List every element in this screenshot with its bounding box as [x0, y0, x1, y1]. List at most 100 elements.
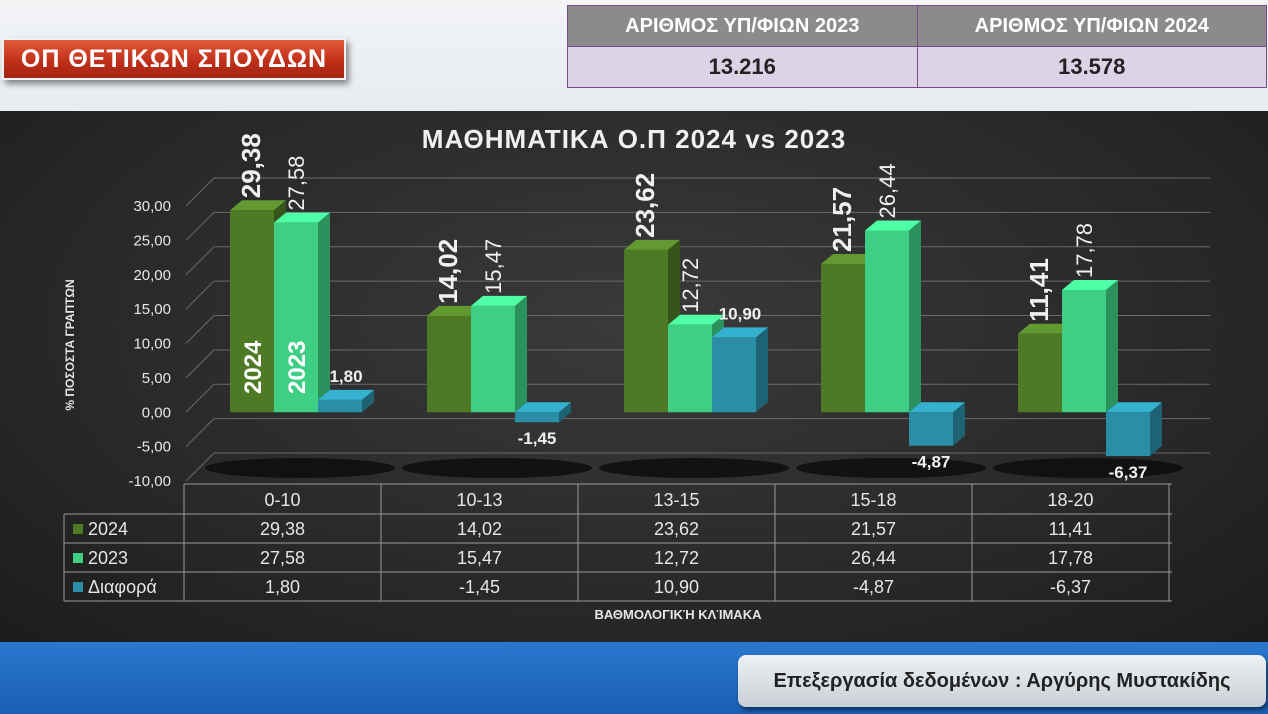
y-axis: 30,00 25,00 20,00 15,00 10,00 5,00 0,00 -5,00 -1… — [128, 198, 171, 490]
legend-swatch-2024 — [73, 524, 83, 534]
table-cell: 26,44 — [851, 548, 896, 568]
bar-top — [624, 239, 680, 250]
bar-side — [362, 389, 374, 413]
bar-front — [821, 263, 865, 413]
table-cell: 15,47 — [457, 548, 502, 568]
data-label-2024: 29,38 — [236, 133, 266, 198]
bar-front — [668, 324, 712, 413]
count-value-2024: 13.578 — [916, 46, 1267, 88]
data-label-2024: 23,62 — [630, 173, 660, 238]
bar-Διαφορά-0-10 — [318, 389, 374, 413]
bar-Διαφορά-13-15 — [712, 327, 768, 413]
data-label-2023: 17,78 — [1072, 223, 1097, 278]
gridline-left — [185, 418, 215, 447]
bar-front — [1018, 333, 1062, 413]
table-cell: 27,58 — [260, 548, 305, 568]
chart-title: ΜΑΘΗΜΑΤΙΚΑ Ο.Π 2024 vs 2023 — [422, 124, 846, 154]
gridline-left — [185, 315, 215, 344]
bar-front — [427, 315, 471, 413]
chart-bars — [205, 200, 1183, 478]
table-cell: 21,57 — [851, 519, 896, 539]
data-label-Διαφορά: -4,87 — [912, 453, 951, 472]
bar-front — [909, 412, 953, 446]
bar-2024-0-10 — [230, 200, 286, 413]
legend-label-Διαφορά: Διαφορά — [88, 577, 157, 597]
gridline-left — [185, 212, 215, 241]
y-axis-label: % ΠΟΣΟΣΤΑ ΓΡΑΠΤΩΝ — [63, 279, 77, 410]
bar-front — [274, 222, 318, 413]
candidates-count-table: ΑΡΙΘΜΟΣ ΥΠ/ΦΙΩΝ 2023 ΑΡΙΘΜΟΣ ΥΠ/ΦΙΩΝ 202… — [567, 5, 1267, 88]
gridline-left — [185, 452, 215, 482]
bar-top — [515, 402, 571, 413]
section-badge: ΟΠ ΘΕΤΙΚΩΝ ΣΠΟΥΔΩΝ — [2, 38, 346, 80]
y-tick-label: -10,00 — [128, 473, 171, 490]
data-label-Διαφορά: 10,90 — [719, 304, 762, 323]
y-tick-label: 5,00 — [142, 370, 171, 387]
y-tick-label: 0,00 — [142, 404, 171, 421]
y-tick-label: -5,00 — [137, 439, 171, 456]
data-labels: 29,38 27,58 1,80 14,02 15,47 -1,45 23,62 12,72 1… — [236, 133, 1147, 482]
bar-top — [668, 314, 724, 325]
floor-shadow — [796, 458, 986, 478]
bar-side — [318, 212, 330, 413]
legend-swatch-Διαφορά — [73, 582, 83, 592]
bar-side — [953, 402, 965, 446]
bar-front — [1062, 290, 1106, 413]
data-label-Διαφορά: 1,80 — [329, 367, 362, 386]
table-cell: 11,41 — [1049, 519, 1093, 539]
data-label-2023: 27,58 — [284, 156, 309, 211]
data-table: 0-10 10-13 13-15 15-18 18-20 2024 29,38 14,02 23… — [63, 483, 1172, 602]
gridline-left — [185, 280, 215, 310]
floor-shadow — [993, 458, 1183, 478]
credit-box: Επεξεργασία δεδομένων : Αργύρης Μυστακίδ… — [738, 655, 1266, 707]
bar-side — [515, 295, 527, 413]
bar-2023-18-20 — [1062, 280, 1118, 413]
bar-top — [1062, 280, 1118, 291]
floor-shadow — [205, 458, 395, 478]
gridline-left — [185, 177, 215, 207]
floor-shadow — [599, 458, 789, 478]
bar-top — [1018, 323, 1074, 334]
bar-side — [559, 402, 571, 423]
bar-front — [865, 230, 909, 413]
badge-text: ΟΠ ΘΕΤΙΚΩΝ ΣΠΟΥΔΩΝ — [20, 44, 328, 73]
bar-annotation: 2023 — [284, 341, 311, 394]
y-tick-label: 20,00 — [133, 267, 171, 284]
floor-shadow — [402, 458, 592, 478]
bar-Διαφορά-10-13 — [515, 402, 571, 423]
table-cell: 17,78 — [1048, 548, 1093, 568]
legend-label-2024: 2024 — [88, 519, 128, 539]
gridline-left — [185, 383, 215, 413]
bar-top — [909, 402, 965, 413]
table-cell: 29,38 — [260, 519, 305, 539]
legend-swatch-2023 — [73, 553, 83, 563]
y-tick-label: 15,00 — [133, 301, 171, 318]
data-label-2023: 26,44 — [875, 163, 900, 218]
bar-front — [1106, 412, 1150, 457]
gridline-left — [185, 349, 215, 379]
bar-front — [471, 305, 515, 413]
y-tick-label: 10,00 — [133, 336, 171, 353]
data-label-2024: 21,57 — [827, 187, 857, 252]
table-cell: -1,45 — [459, 577, 500, 597]
data-label-2023: 12,72 — [678, 258, 703, 313]
x-axis-label: ΒΑΘΜΟΛΟΓΙΚΉ ΚΛΊΜΑΚΑ — [595, 607, 763, 622]
y-tick-label: 25,00 — [133, 232, 171, 249]
bar-Διαφορά-15-18 — [909, 402, 965, 446]
bar-side — [756, 327, 768, 413]
bar-top — [230, 200, 286, 211]
bar-side — [909, 220, 921, 413]
bar-2023-0-10 — [274, 212, 330, 413]
bar-top — [318, 389, 374, 400]
table-cell: -6,37 — [1050, 577, 1091, 597]
count-value-2023: 13.216 — [567, 46, 918, 88]
bar-top — [1106, 402, 1162, 413]
table-category-13-15: 13-15 — [653, 490, 699, 510]
bar-side — [1106, 280, 1118, 413]
data-label-2024: 11,41 — [1024, 258, 1054, 322]
table-cell: 12,72 — [654, 548, 699, 568]
bar-top — [712, 327, 768, 338]
table-cell: 23,62 — [654, 519, 699, 539]
bar-side — [1150, 402, 1162, 457]
